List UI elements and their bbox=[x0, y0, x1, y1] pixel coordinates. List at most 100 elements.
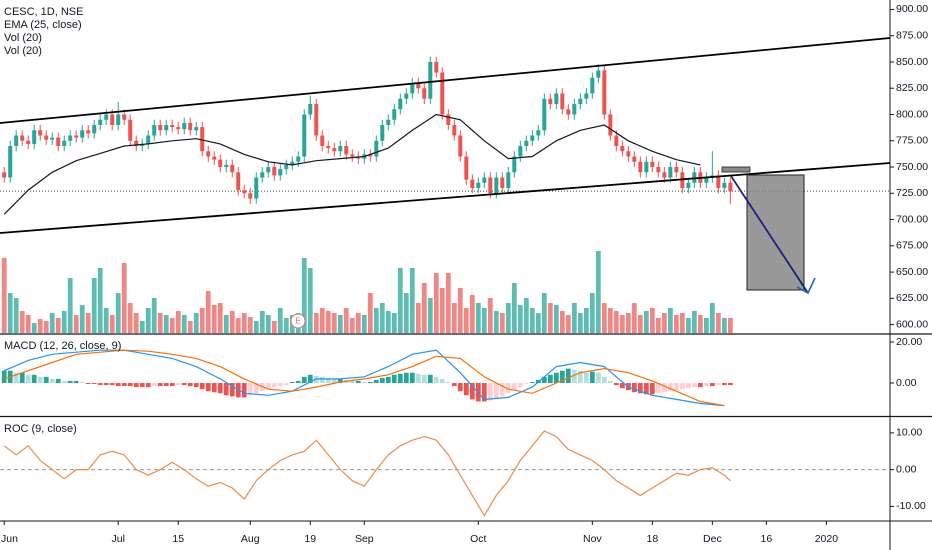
target-box bbox=[746, 174, 805, 291]
macd-histogram-bar bbox=[19, 372, 25, 383]
candle-body bbox=[158, 125, 163, 131]
volume-bar bbox=[385, 311, 391, 333]
volume-bar bbox=[439, 288, 445, 333]
candle-body bbox=[662, 172, 667, 178]
candle-body bbox=[542, 98, 547, 131]
candle-body bbox=[308, 103, 313, 115]
macd-histogram-bar bbox=[91, 383, 97, 385]
candle-body bbox=[68, 135, 73, 141]
macd-histogram-bar bbox=[229, 383, 235, 397]
candle-body bbox=[200, 127, 205, 152]
macd-histogram-bar bbox=[355, 380, 361, 383]
candle-body bbox=[572, 103, 577, 115]
volume-bar bbox=[679, 313, 685, 333]
volume-bar bbox=[349, 318, 355, 333]
volume-bar bbox=[127, 303, 133, 333]
volume-bar bbox=[451, 303, 457, 333]
volume-bar bbox=[13, 298, 19, 333]
macd-histogram-bar bbox=[481, 383, 487, 402]
candle-body bbox=[86, 130, 91, 134]
candle-body bbox=[110, 114, 115, 126]
candle-body bbox=[500, 177, 505, 189]
candle-body bbox=[566, 109, 571, 115]
macd-histogram-bar bbox=[187, 383, 193, 387]
volume-bar bbox=[631, 303, 637, 333]
macd-histogram-bar bbox=[145, 383, 151, 388]
candle-body bbox=[50, 137, 55, 140]
volume-bar bbox=[493, 311, 499, 333]
candle-body bbox=[194, 127, 199, 131]
candle-body bbox=[524, 140, 529, 147]
macd-histogram-bar bbox=[583, 372, 589, 383]
candle-body bbox=[98, 119, 103, 126]
macd-histogram-bar bbox=[49, 378, 55, 383]
macd-histogram-bar bbox=[151, 383, 157, 387]
macd-histogram-bar bbox=[193, 383, 199, 388]
y-tick-label: 600.00 bbox=[896, 318, 928, 330]
volume-bar bbox=[427, 298, 433, 333]
macd-histogram-bar bbox=[325, 377, 331, 383]
macd-histogram-bar bbox=[415, 373, 421, 383]
volume-bar bbox=[25, 315, 31, 333]
volume-bar bbox=[463, 308, 469, 333]
candle-body bbox=[530, 135, 535, 141]
candle-body bbox=[470, 179, 475, 189]
macd-histogram-bar bbox=[67, 380, 73, 383]
volume-bar bbox=[559, 311, 565, 333]
candle-body bbox=[548, 98, 553, 104]
volume-bar bbox=[433, 273, 439, 333]
macd-histogram-bar bbox=[253, 383, 259, 394]
volume-bar bbox=[37, 319, 43, 333]
candle-body bbox=[368, 154, 373, 157]
candle-body bbox=[392, 109, 397, 120]
macd-histogram-bar bbox=[13, 372, 19, 383]
candle-body bbox=[80, 130, 85, 138]
x-tick-label: 15 bbox=[172, 533, 184, 545]
volume-bar bbox=[481, 308, 487, 333]
candle-body bbox=[302, 114, 307, 157]
y-tick-label: 725.00 bbox=[896, 187, 928, 199]
entry-box bbox=[721, 166, 751, 173]
macd-histogram-bar bbox=[655, 383, 661, 394]
volume-bar bbox=[253, 321, 259, 333]
candle-body bbox=[638, 161, 643, 173]
macd-histogram-bar bbox=[673, 383, 679, 391]
macd-histogram-bar bbox=[391, 374, 397, 383]
macd-histogram-bar bbox=[649, 383, 655, 395]
y-tick-label: 10.00 bbox=[896, 427, 922, 439]
macd-histogram-bar bbox=[643, 383, 649, 395]
y-tick-label: 825.00 bbox=[896, 82, 928, 94]
volume-bar bbox=[565, 315, 571, 333]
macd-histogram-bar bbox=[409, 372, 415, 383]
candle-body bbox=[74, 135, 79, 138]
volume-bar bbox=[73, 315, 79, 333]
volume-bar bbox=[331, 313, 337, 333]
volume-bar bbox=[217, 303, 223, 333]
plot-area bbox=[0, 56, 890, 517]
macd-histogram-bar bbox=[493, 383, 499, 400]
candle-body bbox=[320, 135, 325, 147]
y-tick-label: 0.00 bbox=[896, 463, 917, 475]
earnings-marker[interactable] bbox=[290, 313, 306, 329]
macd-histogram-bar bbox=[523, 383, 529, 385]
candle-body bbox=[62, 140, 67, 147]
candle-body bbox=[722, 182, 727, 189]
candle-body bbox=[446, 114, 451, 126]
volume-bar bbox=[367, 293, 373, 333]
candle-body bbox=[272, 167, 277, 176]
candle-body bbox=[494, 177, 499, 194]
macd-histogram-bar bbox=[295, 380, 301, 383]
volume-bar bbox=[457, 288, 463, 333]
candle-body bbox=[146, 135, 151, 144]
candle-body bbox=[248, 193, 253, 199]
candle-body bbox=[128, 119, 133, 141]
volume-bar bbox=[487, 298, 493, 333]
volume-bar bbox=[199, 308, 205, 333]
volume-bar bbox=[655, 318, 661, 333]
earnings-label: E bbox=[295, 317, 300, 326]
macd-histogram-bar bbox=[697, 383, 703, 388]
volume-bar bbox=[61, 311, 67, 333]
volume-bar bbox=[145, 308, 151, 333]
macd-histogram-bar bbox=[571, 369, 577, 383]
volume-bar bbox=[583, 308, 589, 333]
